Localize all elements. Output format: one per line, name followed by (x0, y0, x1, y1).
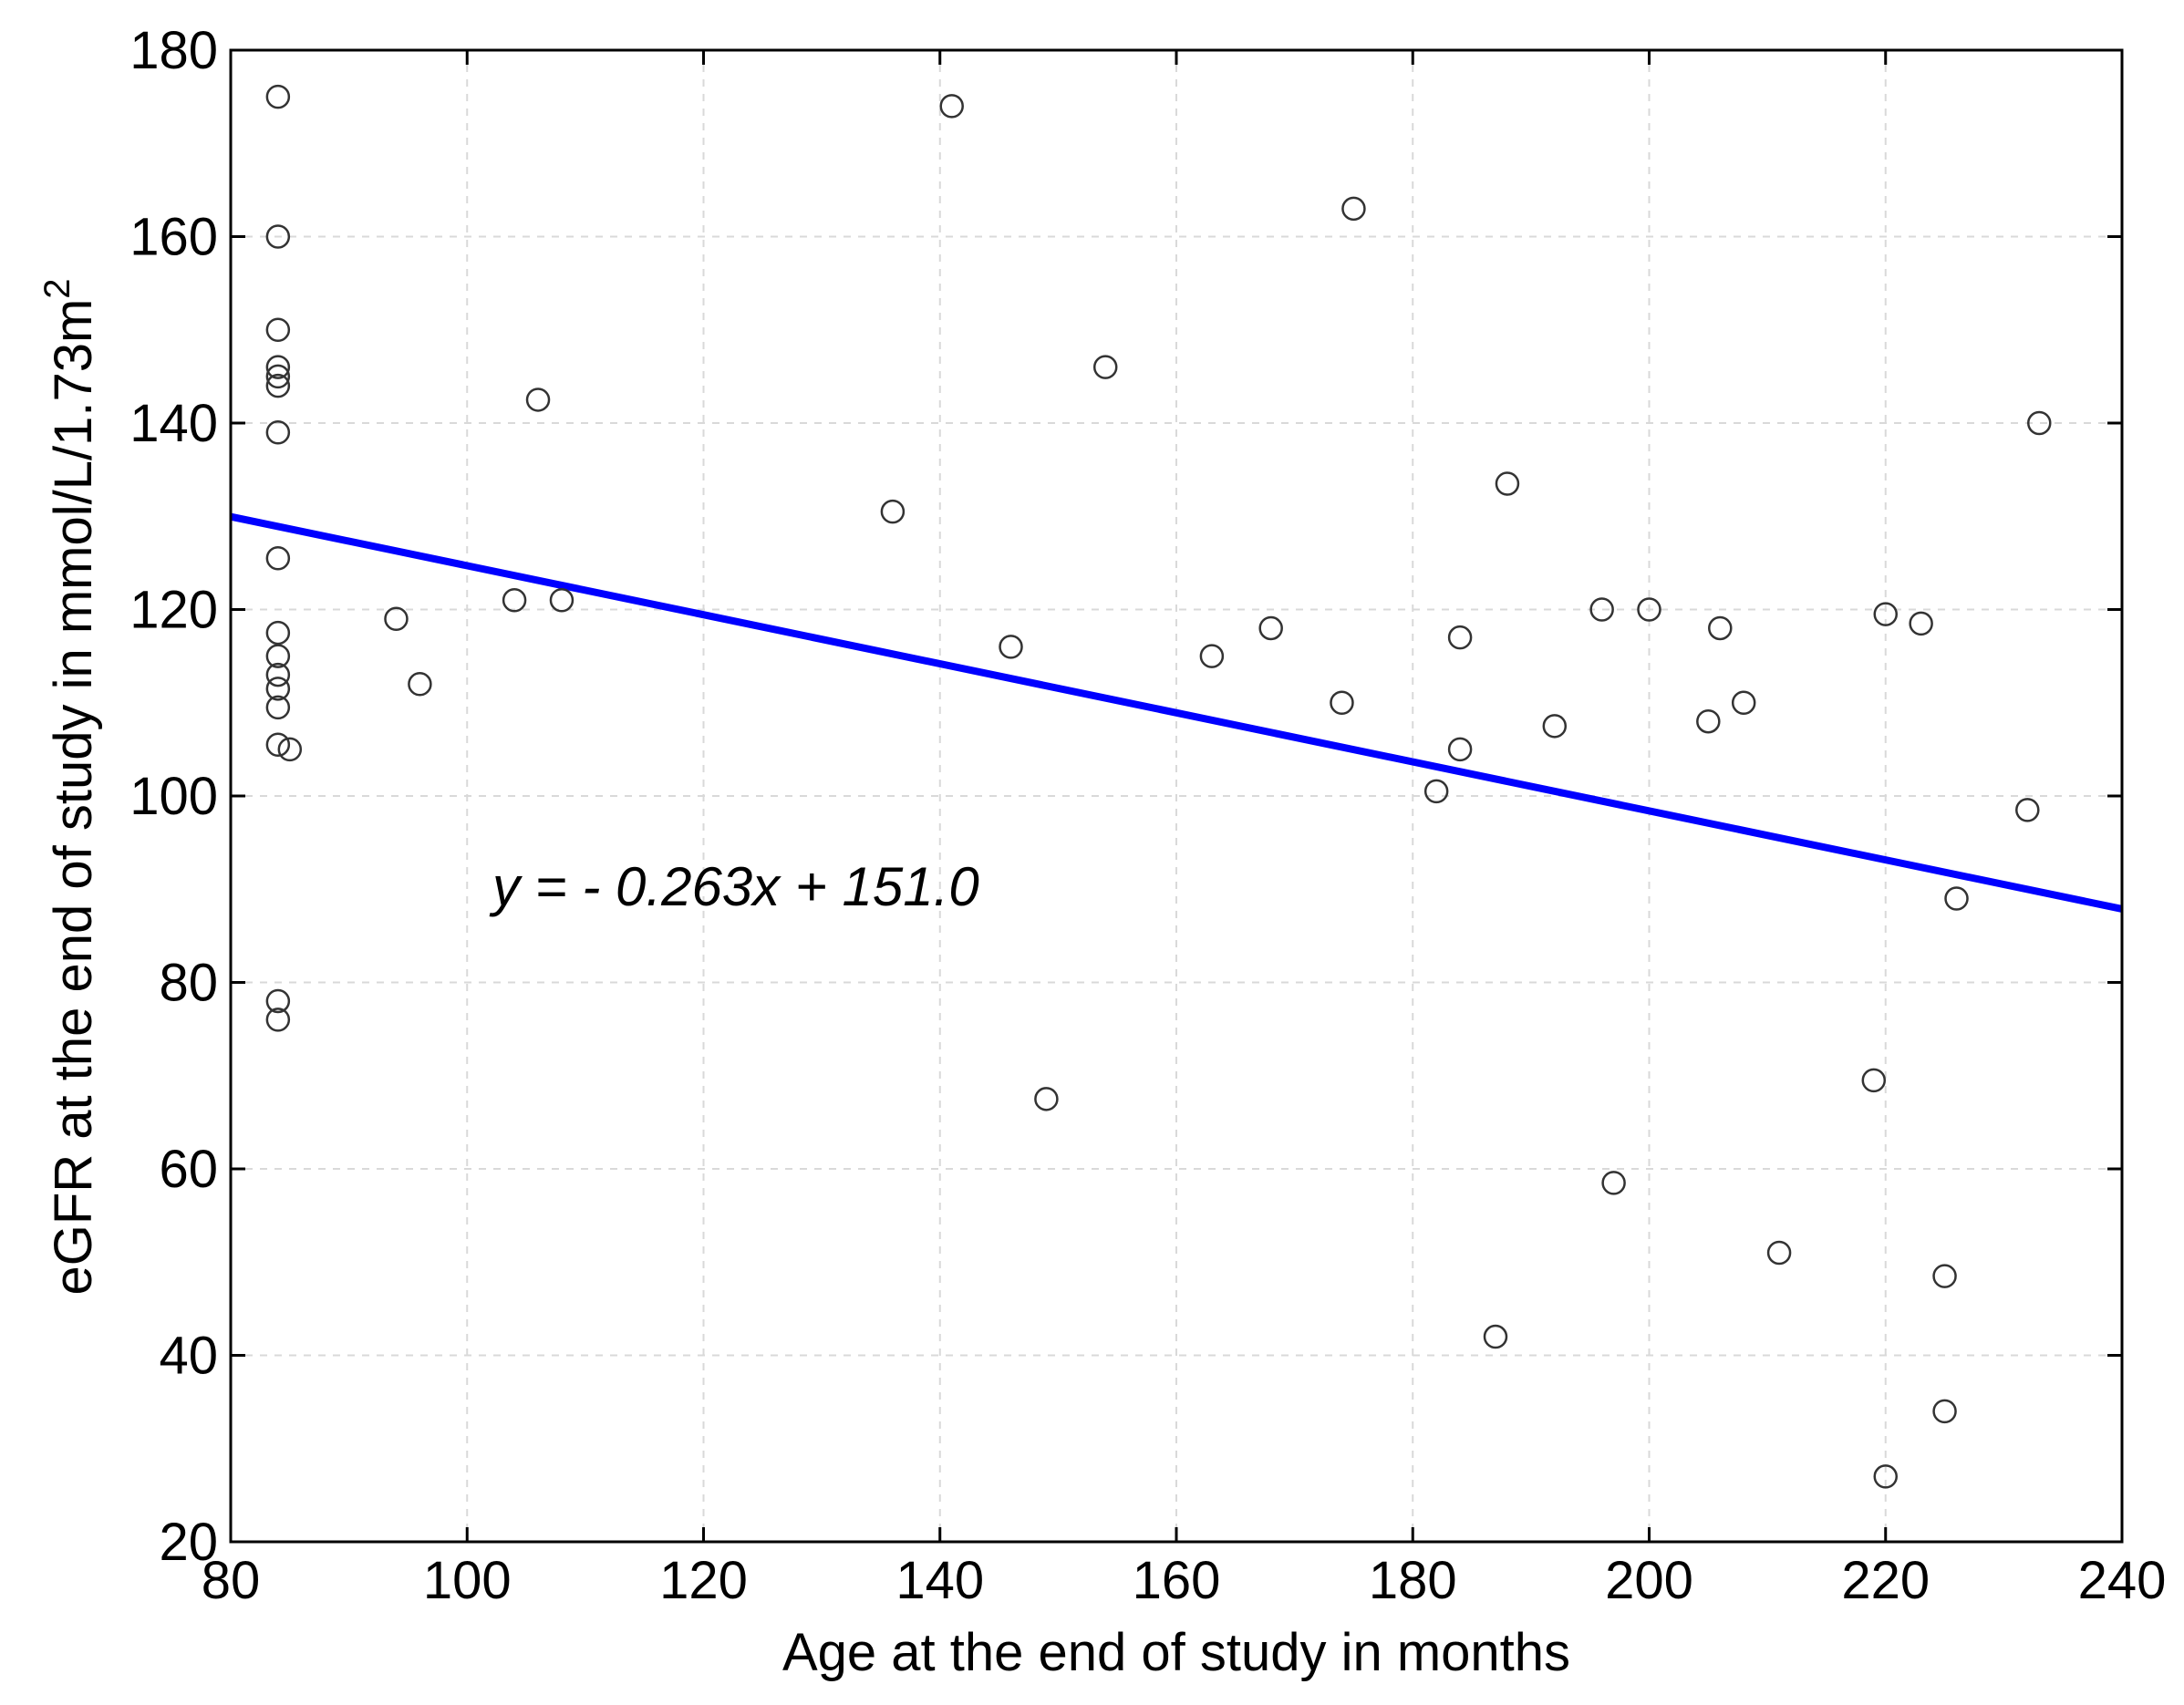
y-tick-labels: 20 40 60 80 100 120 140 160 180 (129, 21, 218, 1572)
regression-line-group (230, 512, 2123, 913)
scatter-point (277, 737, 303, 762)
scatter-point (265, 732, 291, 758)
x-tick-label: 120 (659, 1551, 748, 1610)
x-tick-label: 180 (1369, 1551, 1457, 1610)
scatter-point (2015, 798, 2040, 822)
scatter-point (1766, 1240, 1792, 1266)
scatter-point (880, 499, 906, 524)
scatter-point (1932, 1264, 1957, 1288)
scatter-point (1589, 597, 1614, 622)
axis-ticks (229, 48, 2124, 1544)
y-tick-label: 40 (159, 1327, 218, 1386)
x-tick-label: 140 (895, 1551, 984, 1610)
x-tick-label: 80 (202, 1551, 261, 1610)
scatter-point (384, 606, 409, 631)
scatter-point (265, 364, 291, 389)
scatter-point (1932, 1399, 1957, 1424)
y-axis-title-text: eGFR at the end of study in mmol/L/1.73m (44, 299, 103, 1296)
scatter-point (265, 695, 291, 720)
scatter-point (408, 672, 432, 697)
scatter-point (1944, 886, 1969, 911)
scatter-point (265, 677, 291, 701)
scatter-point (1909, 611, 1933, 636)
scatter-point (265, 355, 291, 379)
regression-equation: y = - 0.263x + 151.0 (489, 856, 979, 917)
scatter-point (265, 1008, 291, 1032)
scatter-point (1495, 471, 1520, 496)
scatter-point (265, 317, 291, 342)
scatter-point (265, 662, 291, 687)
scatter-point (265, 988, 291, 1014)
y-tick-label: 120 (129, 581, 218, 640)
scatter-point (1341, 196, 1366, 222)
scatter-point (1330, 690, 1354, 715)
scatter-point (525, 388, 551, 412)
scatter-point (1696, 708, 1721, 734)
x-tick-label: 200 (1605, 1551, 1693, 1610)
scatter-point (1447, 625, 1473, 650)
scatter-point (1708, 615, 1733, 641)
scatter-point (1092, 355, 1118, 379)
scatter-point (265, 373, 291, 398)
x-tick-label: 220 (1841, 1551, 1930, 1610)
scatter-point (1873, 602, 1898, 626)
scatter-point (1601, 1171, 1626, 1195)
grid-lines (231, 50, 2122, 1542)
data-points (265, 84, 2052, 1489)
scatter-point (1199, 644, 1225, 668)
y-tick-label: 100 (129, 767, 218, 826)
y-axis-title-superscript: 2 (37, 278, 78, 298)
x-tick-label: 240 (2078, 1551, 2167, 1610)
scatter-point (265, 644, 291, 668)
scatter-point (1731, 690, 1756, 715)
y-tick-label: 160 (129, 208, 218, 267)
scatter-point (939, 94, 964, 119)
y-tick-label: 20 (159, 1513, 218, 1572)
x-axis-title: Age at the end of study in months (782, 1623, 1570, 1682)
x-tick-labels: 80 100 120 140 160 180 200 220 240 (202, 1551, 2167, 1610)
scatter-point (265, 224, 291, 249)
scatter-point (265, 546, 291, 571)
scatter-point (1542, 714, 1568, 739)
scatter-point (265, 419, 291, 445)
scatter-point (999, 635, 1023, 659)
y-tick-label: 60 (159, 1140, 218, 1199)
scatter-point (265, 84, 291, 109)
scatter-point (1423, 779, 1449, 804)
scatter-point (1447, 737, 1473, 762)
y-axis-title: eGFR at the end of study in mmol/L/1.73m… (37, 278, 103, 1295)
scatter-point (2027, 410, 2052, 436)
scatter-point (549, 588, 574, 613)
scatter-point (1873, 1464, 1898, 1489)
scatter-point (502, 588, 527, 613)
scatter-point (1034, 1087, 1059, 1111)
y-tick-label: 140 (129, 394, 218, 453)
scatter-point (265, 620, 291, 646)
scatter-point (1637, 597, 1661, 622)
y-tick-label: 80 (159, 954, 218, 1013)
regression-line (230, 512, 2123, 913)
scatter-point (1258, 615, 1283, 641)
y-tick-label: 180 (129, 21, 218, 80)
x-tick-label: 100 (423, 1551, 512, 1610)
x-tick-label: 160 (1133, 1551, 1221, 1610)
scatter-point (1861, 1068, 1887, 1093)
scatter-point (1483, 1324, 1508, 1349)
